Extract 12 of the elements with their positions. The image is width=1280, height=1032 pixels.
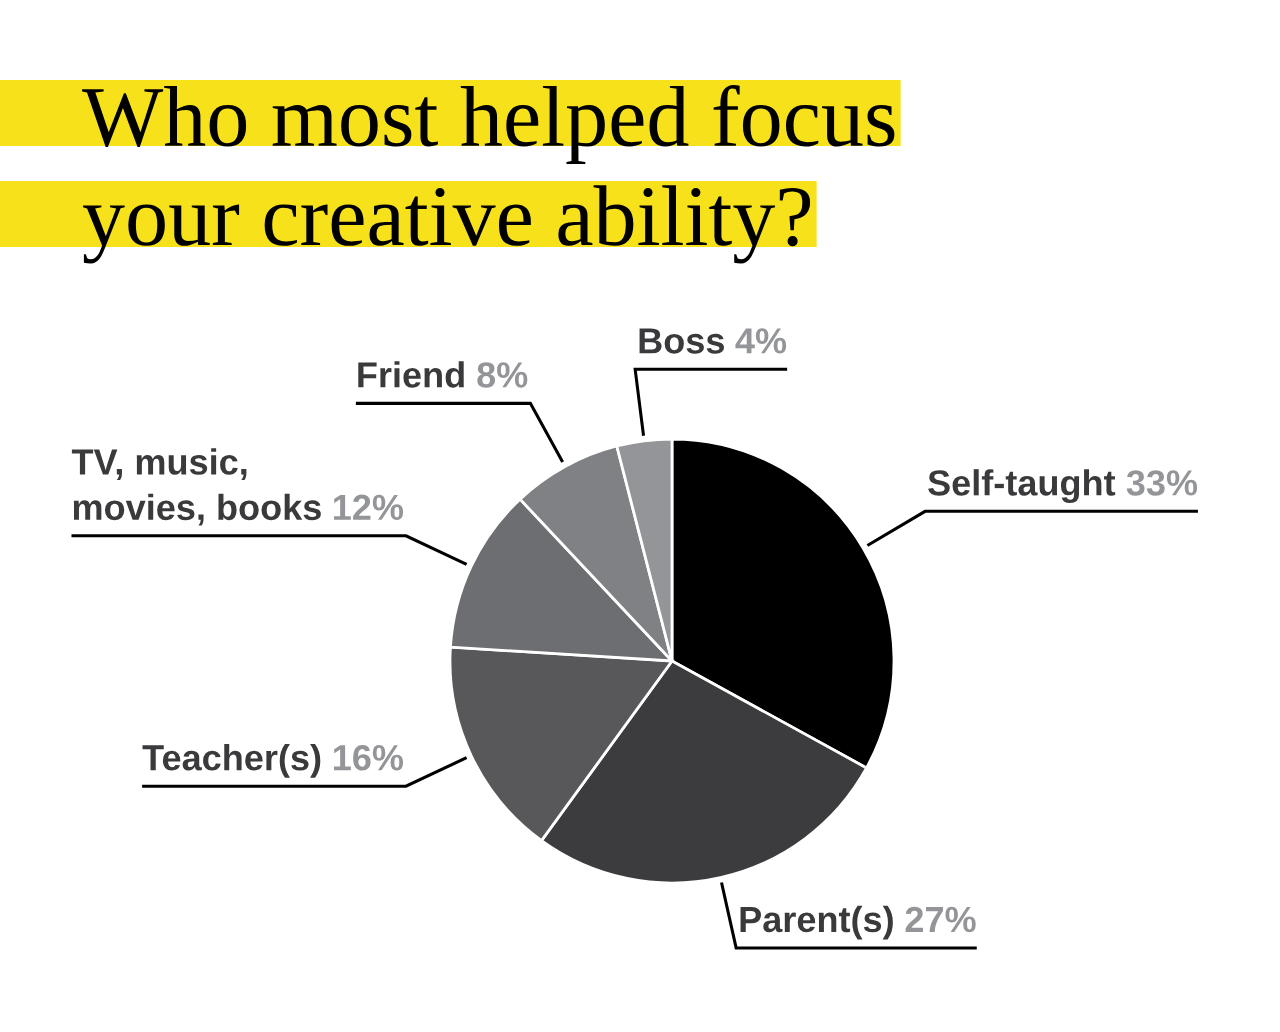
slice-label: TV, music, movies, books [71, 448, 321, 526]
slice-label: Friend [358, 361, 464, 388]
slice-label: Self-taught [928, 469, 1116, 503]
data-label: 12% [334, 494, 404, 521]
slice-label: Teacher(s) [142, 744, 321, 778]
data-label: 8% [477, 362, 528, 388]
data-label: 27% [905, 906, 976, 933]
data-label: 33% [1126, 470, 1198, 496]
slice-label: Boss [639, 328, 724, 354]
data-label: 16% [334, 744, 404, 771]
slice-label: Parent(s) [740, 905, 893, 940]
data-label: 4% [735, 328, 787, 354]
